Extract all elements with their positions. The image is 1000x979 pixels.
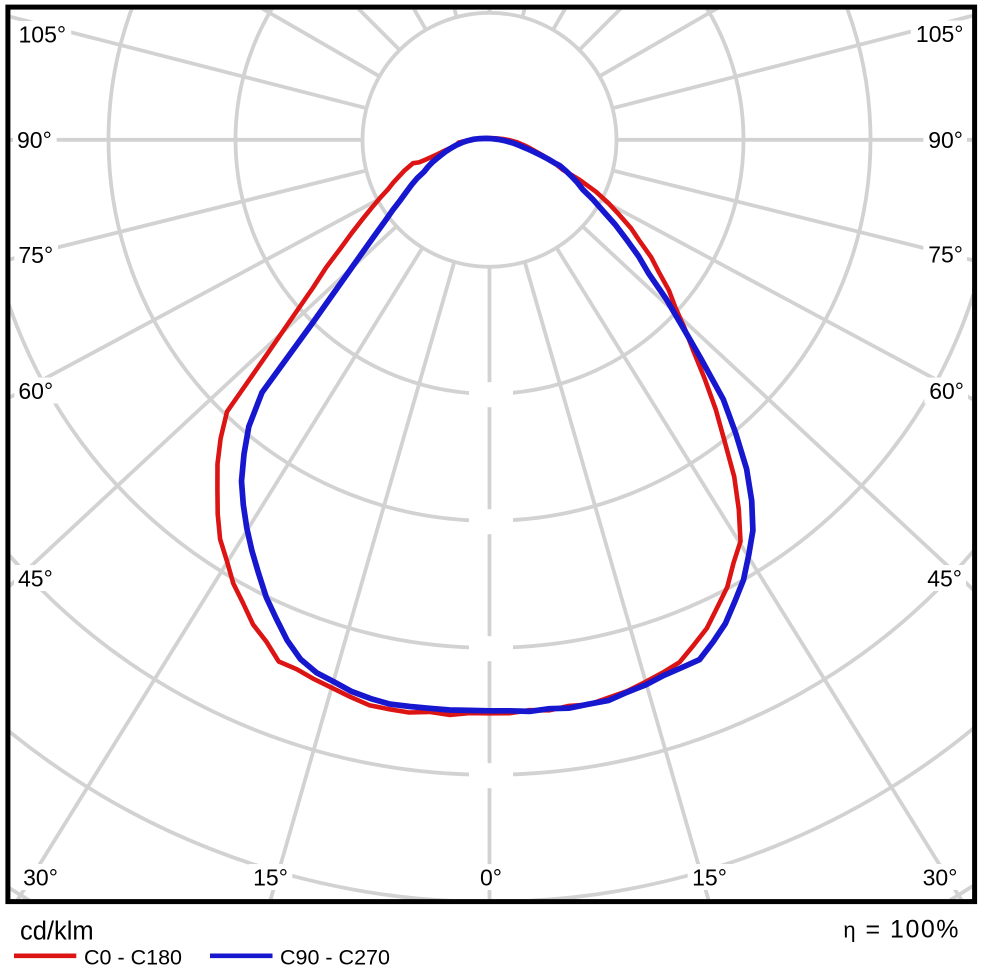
svg-text:cd/klm: cd/klm	[20, 918, 94, 946]
svg-text:105°: 105°	[19, 21, 67, 47]
svg-text:105°: 105°	[916, 21, 964, 47]
svg-text:60°: 60°	[929, 378, 964, 404]
svg-text:15°: 15°	[692, 864, 727, 890]
svg-text:45°: 45°	[18, 565, 53, 591]
svg-text:90°: 90°	[17, 127, 52, 153]
svg-text:75°: 75°	[18, 242, 53, 268]
svg-text:45°: 45°	[927, 565, 962, 591]
svg-text:30°: 30°	[23, 864, 58, 890]
svg-text:η = 100%: η = 100%	[843, 916, 960, 944]
svg-text:15°: 15°	[253, 864, 288, 890]
svg-text:60°: 60°	[18, 378, 53, 404]
svg-text:90°: 90°	[928, 127, 963, 153]
svg-text:0°: 0°	[480, 864, 502, 890]
svg-text:30°: 30°	[923, 864, 958, 890]
svg-text:C0 - C180: C0 - C180	[84, 946, 182, 970]
svg-text:C90 - C270: C90 - C270	[280, 946, 390, 970]
svg-text:75°: 75°	[928, 241, 963, 267]
